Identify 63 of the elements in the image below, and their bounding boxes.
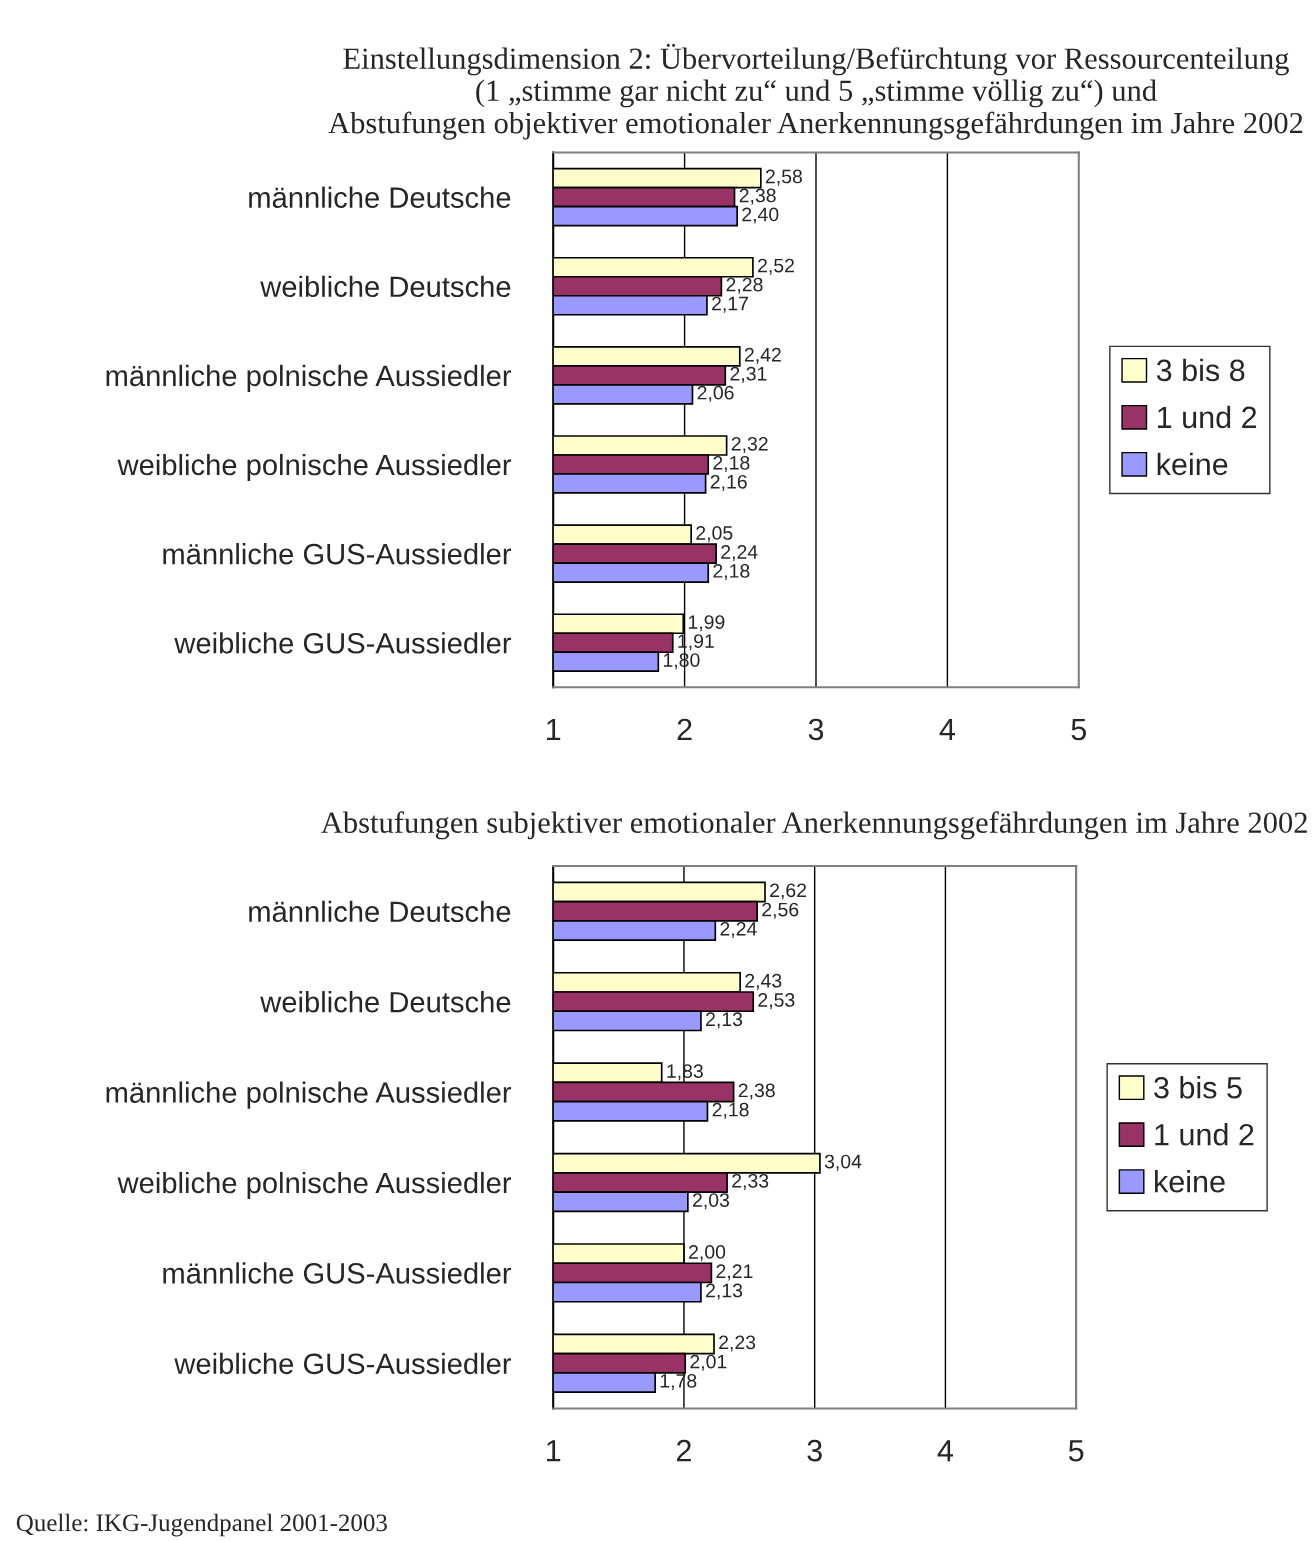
data-label: 2,53 xyxy=(758,993,795,1010)
y-tick-label: männliche polnische Aussiedler xyxy=(106,364,512,392)
y-tick-label: weibliche polnische Aussiedler xyxy=(117,1171,512,1200)
x-tick-label: 5 xyxy=(1071,718,1087,741)
data-label: 2,16 xyxy=(710,474,747,491)
data-label: 2,06 xyxy=(697,385,734,402)
chart-title: Einstellungsdimension 2: Übervorteilung/Befürchtung vor Ressourcenteilung (1 „stimme gar nicht zu“ und 5 „stimme völlig zu“) und Abstufungen objektiver emotionaler Anerkennungsgefährdungen im Jahre 2002 xyxy=(328,43,1303,140)
data-label: 3,04 xyxy=(824,1154,862,1171)
y-tick-label: männliche Deutsche xyxy=(249,186,511,208)
y-tick-label: weibliche Deutsche xyxy=(260,275,511,298)
data-label: 2,13 xyxy=(706,1012,743,1029)
data-label: 2,24 xyxy=(720,921,757,939)
y-tick-label: männliche GUS-Aussiedler xyxy=(163,1262,512,1284)
data-label: 2,24 xyxy=(721,545,758,562)
x-tick-label: 4 xyxy=(939,718,955,740)
data-label: 2,31 xyxy=(730,366,767,383)
legend-label: keine xyxy=(1155,1170,1225,1193)
data-label: 2,38 xyxy=(739,188,776,205)
y-tick-label: weibliche GUS-Aussiedler xyxy=(174,1352,512,1375)
legend-label: keine xyxy=(1157,452,1228,476)
x-tick-label: 2 xyxy=(676,1439,691,1462)
data-label: 2,43 xyxy=(745,973,782,990)
data-label: 2,18 xyxy=(712,1102,749,1119)
data-label: 2,13 xyxy=(706,1283,743,1300)
chart-title: Abstufungen subjektiver emotionaler Anerkennungsgefährdungen im Jahre 2002 xyxy=(321,811,1307,840)
data-label: 2,32 xyxy=(731,436,768,454)
legend-label: 3 bis 5 xyxy=(1154,1076,1242,1099)
data-label: 2,62 xyxy=(770,883,807,900)
data-label: 2,05 xyxy=(696,526,733,543)
data-label: 2,18 xyxy=(713,564,750,581)
x-tick-label: 1 xyxy=(547,718,561,740)
x-tick-label: 2 xyxy=(677,718,692,740)
x-tick-label: 5 xyxy=(1068,1440,1084,1462)
data-label: 2,38 xyxy=(738,1083,775,1100)
data-label: 2,33 xyxy=(732,1173,769,1190)
data-label: 2,42 xyxy=(744,347,781,364)
data-label: 2,28 xyxy=(726,277,763,294)
y-tick-label: weibliche Deutsche xyxy=(260,991,511,1013)
legend-label: 1 und 2 xyxy=(1158,405,1257,429)
legend-label: 3 bis 8 xyxy=(1156,358,1245,382)
source-note: Quelle: IKG-Jugendpanel 2001-2003 xyxy=(16,1513,387,1537)
data-label: 2,01 xyxy=(690,1354,727,1371)
data-label: 2,18 xyxy=(713,455,750,472)
data-label: 2,58 xyxy=(765,169,802,186)
data-label: 1,99 xyxy=(688,615,725,632)
y-tick-label: weibliche GUS-Aussiedler xyxy=(174,632,512,654)
data-label: 2,00 xyxy=(689,1245,726,1262)
x-tick-label: 4 xyxy=(937,1440,954,1462)
y-tick-label: männliche GUS-Aussiedler xyxy=(163,543,512,565)
data-label: 2,56 xyxy=(762,902,799,919)
data-label: 2,40 xyxy=(742,207,779,224)
data-label: 2,03 xyxy=(693,1193,730,1210)
x-tick-label: 3 xyxy=(808,718,824,741)
data-label: 2,21 xyxy=(716,1264,753,1281)
legend-label: 1 und 2 xyxy=(1155,1123,1254,1146)
x-tick-label: 3 xyxy=(807,1439,822,1462)
x-tick-label: 1 xyxy=(547,1440,561,1462)
data-label: 2,23 xyxy=(719,1335,756,1352)
y-tick-label: männliche polnische Aussiedler xyxy=(106,1081,512,1109)
data-label: 2,52 xyxy=(758,258,794,275)
y-tick-label: weibliche polnische Aussiedler xyxy=(117,453,512,482)
y-tick-label: männliche Deutsche xyxy=(249,900,511,923)
data-label: 2,17 xyxy=(712,296,748,313)
